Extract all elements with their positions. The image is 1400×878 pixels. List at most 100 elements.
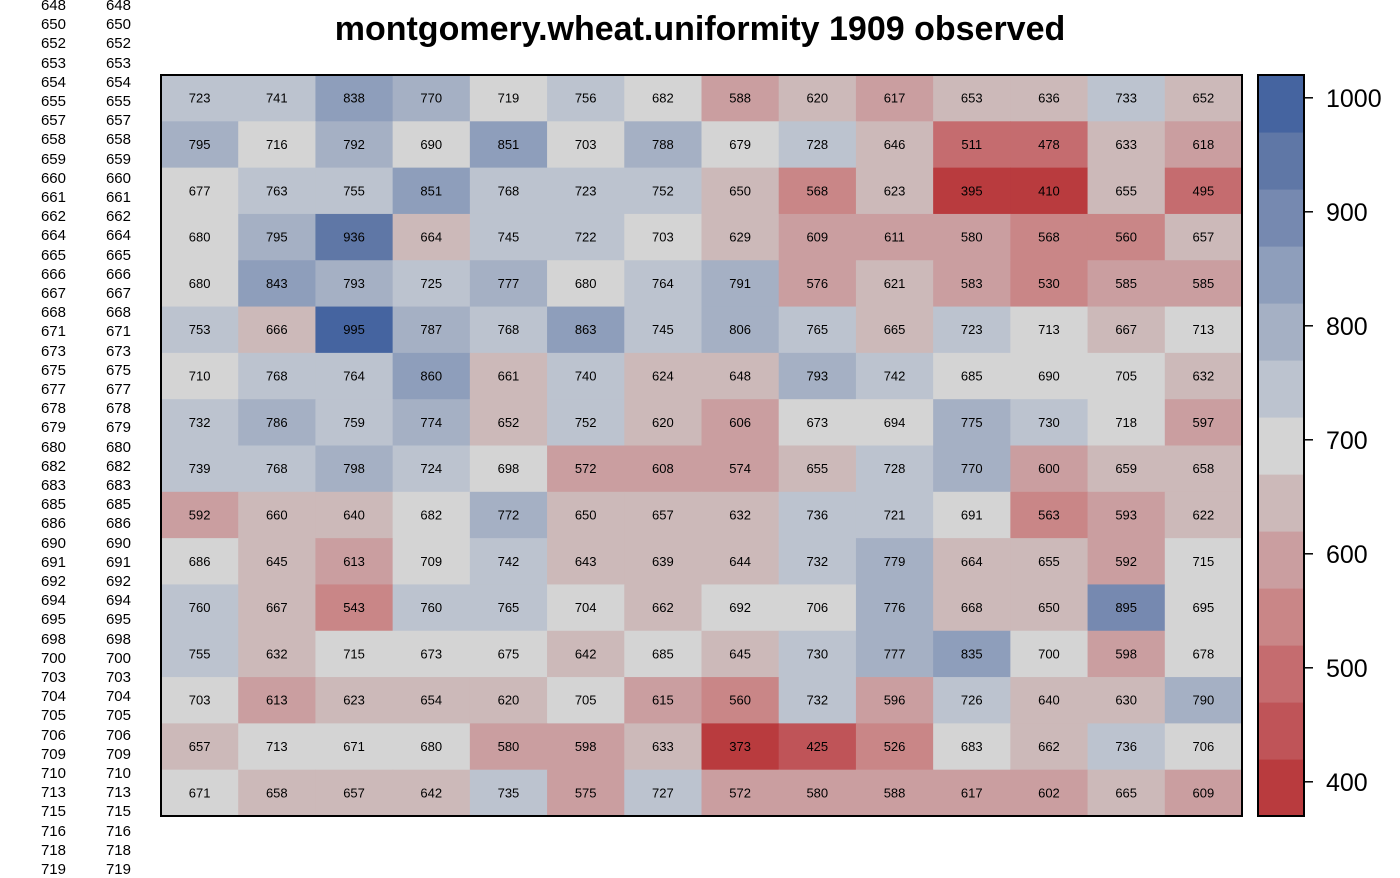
row-label: 705 [40, 707, 66, 725]
cell-value-label: 679 [729, 137, 751, 152]
cell-value-label: 640 [343, 507, 365, 522]
heatmap-cell [855, 723, 934, 771]
cell-value-label: 756 [575, 91, 597, 106]
heatmap-cell [469, 491, 548, 539]
heatmap-cell [392, 723, 471, 771]
row-label: 671 [105, 323, 131, 341]
cell-value-label: 860 [420, 369, 442, 384]
heatmap-cell [1087, 399, 1166, 447]
heatmap-cell [1087, 121, 1166, 169]
heatmap-cell [547, 769, 625, 817]
heatmap-cell [778, 352, 857, 400]
heatmap-cell [1010, 630, 1089, 678]
cell-value-label: 633 [1115, 137, 1137, 152]
row-label: 650 [40, 16, 66, 34]
heatmap-cell [238, 630, 317, 678]
row-label: 665 [105, 246, 131, 264]
heatmap-cell [624, 121, 703, 169]
heatmap-cell [238, 723, 317, 771]
heatmap-cell [1087, 677, 1166, 724]
cell-value-label: 575 [575, 785, 597, 800]
heatmap-cell [547, 723, 625, 771]
heatmap-cell [469, 538, 548, 586]
cell-value-label: 624 [652, 369, 674, 384]
heatmap-cell [701, 167, 780, 215]
heatmap-cell [161, 491, 239, 539]
heatmap-cell [933, 260, 1011, 308]
heatmap-cell [315, 630, 394, 678]
heatmap-cell [547, 213, 625, 261]
cell-value-label: 642 [575, 646, 597, 661]
cell-value-label: 640 [1038, 693, 1060, 708]
heatmap-cell [933, 584, 1011, 632]
left-margin-labels: 648 648 650 650 652 652 653 653 654 654 655 655 657 6… [0, 0, 150, 878]
cell-value-label: 732 [806, 693, 828, 708]
cell-value-label: 726 [961, 693, 983, 708]
cell-value-label: 692 [729, 600, 751, 615]
cell-value-label: 753 [189, 322, 211, 337]
cell-value-label: 568 [1038, 230, 1060, 245]
cell-value-label: 741 [266, 91, 288, 106]
row-label: 679 [40, 419, 66, 437]
colorbar-segment [1258, 360, 1304, 418]
heatmap-cell [1087, 260, 1166, 308]
cell-value-label: 580 [806, 785, 828, 800]
heatmap-cell [778, 491, 857, 539]
cell-value-label: 606 [729, 415, 751, 430]
cell-value-label: 666 [266, 322, 288, 337]
cell-value-label: 716 [266, 137, 288, 152]
cell-value-label: 653 [961, 91, 983, 106]
heatmap-cell [855, 584, 934, 632]
row-label: 666 [105, 265, 131, 283]
row-label: 675 [40, 361, 66, 379]
cell-value-label: 583 [961, 276, 983, 291]
cell-value-label: 593 [1115, 507, 1137, 522]
heatmap-cell [547, 677, 625, 724]
row-label: 654 [40, 73, 66, 91]
cell-value-label: 648 [729, 369, 751, 384]
heatmap-cell [1010, 352, 1089, 400]
cell-value-label: 700 [1038, 646, 1060, 661]
cell-value-label: 588 [729, 91, 751, 106]
row-label: 703 [105, 669, 131, 686]
cell-value-label: 629 [729, 230, 751, 245]
cell-value-label: 675 [498, 646, 520, 661]
heatmap-cell [238, 121, 317, 169]
heatmap-cell [392, 677, 471, 724]
cell-value-label: 680 [420, 739, 442, 754]
heatmap-cell [315, 399, 394, 447]
cell-value-label: 765 [806, 322, 828, 337]
colorbar-segment [1258, 246, 1304, 304]
cell-value-label: 657 [1193, 230, 1215, 245]
cell-value-label: 623 [343, 693, 365, 708]
row-label: 698 [105, 630, 131, 648]
heatmap-cell [1164, 213, 1243, 261]
heatmap-cell [161, 352, 239, 400]
heatmap-cell [701, 677, 780, 724]
cell-value-label: 793 [806, 369, 828, 384]
cell-value-label: 572 [729, 785, 751, 800]
row-label: 658 [40, 131, 66, 149]
heatmap-cell [624, 538, 703, 586]
row-label: 718 [105, 841, 131, 859]
cell-value-label: 713 [1193, 322, 1215, 337]
heatmap-cell [238, 306, 317, 354]
cell-value-label: 777 [884, 646, 906, 661]
cell-value-label: 623 [884, 183, 906, 198]
row-label: 650 [105, 16, 131, 34]
row-label: 667 [40, 285, 66, 302]
heatmap-cell [1010, 260, 1089, 308]
heatmap-cell [469, 75, 548, 122]
heatmap-cell [547, 538, 625, 586]
cell-value-label: 373 [729, 739, 751, 754]
cell-value-label: 621 [884, 276, 906, 291]
colorbar-ticks: 400 500 600 700 800 900 1000 [1304, 85, 1382, 797]
heatmap-cell [1087, 213, 1166, 261]
heatmap-cell [624, 445, 703, 493]
heatmap-cell [1010, 306, 1089, 354]
cell-value-label: 723 [189, 91, 211, 106]
cell-value-label: 755 [189, 646, 211, 661]
heatmap-cell [547, 75, 625, 122]
row-label: 678 [40, 400, 66, 418]
